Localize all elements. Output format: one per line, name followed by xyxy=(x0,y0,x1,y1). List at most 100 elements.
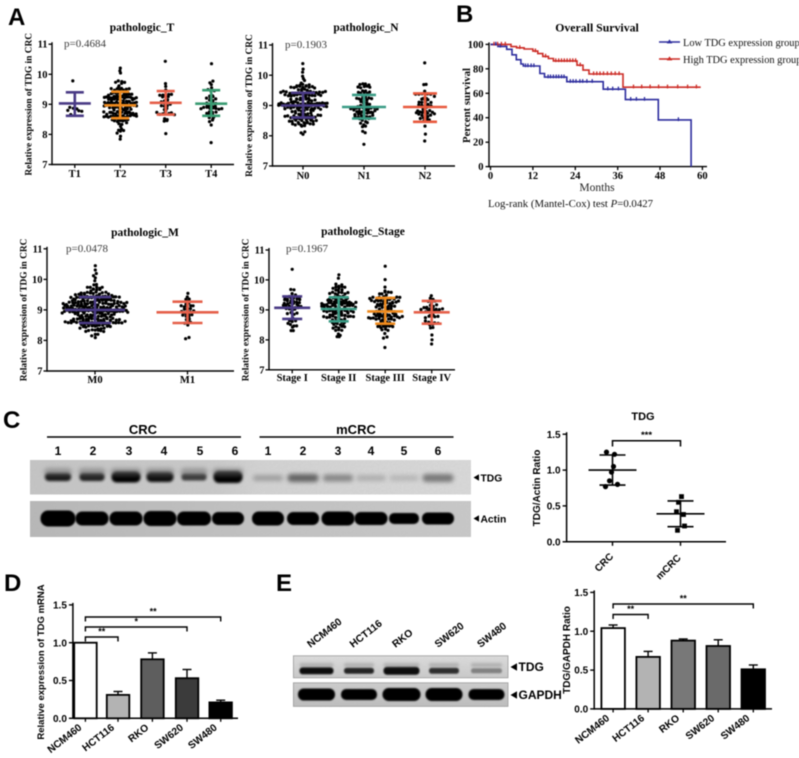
svg-text:D: D xyxy=(4,570,21,597)
svg-text:**: ** xyxy=(627,604,635,614)
svg-text:20: 20 xyxy=(473,138,484,149)
svg-text:80: 80 xyxy=(473,64,484,75)
svg-text:Stage IV: Stage IV xyxy=(412,373,451,384)
svg-text:2: 2 xyxy=(90,444,97,458)
svg-text:10: 10 xyxy=(32,275,43,286)
svg-text:1.0: 1.0 xyxy=(574,627,588,638)
svg-text:1.5: 1.5 xyxy=(53,601,67,612)
svg-text:GAPDH: GAPDH xyxy=(519,688,562,702)
svg-text:2: 2 xyxy=(300,444,307,458)
svg-text:0.5: 0.5 xyxy=(547,502,561,513)
svg-text:11: 11 xyxy=(33,244,43,255)
svg-text:M1: M1 xyxy=(180,375,195,386)
svg-text:3: 3 xyxy=(335,444,342,458)
svg-text:1: 1 xyxy=(55,444,62,458)
svg-text:7: 7 xyxy=(42,160,47,171)
svg-text:T1: T1 xyxy=(69,169,81,180)
svg-text:pathologic_N: pathologic_N xyxy=(333,22,399,34)
svg-text:10: 10 xyxy=(254,275,265,286)
svg-text:B: B xyxy=(456,1,473,28)
svg-text:36: 36 xyxy=(612,171,623,182)
svg-text:Relative expression of TDG in: Relative expression of TDG in CRC xyxy=(20,238,30,381)
svg-text:1.0: 1.0 xyxy=(53,638,67,649)
svg-text:TDG: TDG xyxy=(519,660,544,674)
svg-text:1.5: 1.5 xyxy=(547,430,561,441)
svg-text:8: 8 xyxy=(37,336,42,347)
svg-text:9: 9 xyxy=(263,101,268,112)
svg-text:mCRC: mCRC xyxy=(336,422,376,437)
svg-text:N0: N0 xyxy=(297,171,310,182)
svg-text:6: 6 xyxy=(435,444,442,458)
svg-text:Low TDG expression group: Low TDG expression group xyxy=(683,38,799,49)
svg-text:Relative expression of TDG in: Relative expression of TDG in CRC xyxy=(25,33,35,176)
svg-text:*: * xyxy=(134,617,138,627)
svg-text:T3: T3 xyxy=(160,169,172,180)
svg-text:60: 60 xyxy=(473,89,484,100)
svg-text:E: E xyxy=(276,570,292,597)
svg-text:N1: N1 xyxy=(358,171,371,182)
svg-text:Stage III: Stage III xyxy=(366,373,405,384)
svg-text:60: 60 xyxy=(697,171,708,182)
svg-text:10: 10 xyxy=(258,71,269,82)
svg-text:8: 8 xyxy=(42,130,47,141)
svg-text:11: 11 xyxy=(38,40,48,51)
svg-text:TDG/GAPDH Ratio: TDG/GAPDH Ratio xyxy=(562,606,573,694)
svg-text:Stage II: Stage II xyxy=(321,373,356,384)
svg-text:1.0: 1.0 xyxy=(547,466,561,477)
svg-text:3: 3 xyxy=(126,444,133,458)
svg-text:100: 100 xyxy=(468,40,484,51)
svg-text:**: ** xyxy=(150,607,158,617)
svg-text:C: C xyxy=(3,407,20,434)
svg-text:6: 6 xyxy=(232,444,239,458)
svg-text:TDG/Actin Ratio: TDG/Actin Ratio xyxy=(532,450,543,527)
svg-text:CRC: CRC xyxy=(129,422,158,437)
svg-text:Relative expression of TDG in: Relative expression of TDG in CRC xyxy=(245,34,255,177)
svg-text:TDG: TDG xyxy=(631,411,654,423)
svg-text:10: 10 xyxy=(37,70,48,81)
svg-text:p=0.4684: p=0.4684 xyxy=(64,38,106,50)
svg-text:9: 9 xyxy=(37,305,42,316)
svg-text:8: 8 xyxy=(259,335,264,346)
svg-text:5: 5 xyxy=(401,444,408,458)
svg-text:p=0.0478: p=0.0478 xyxy=(66,243,108,255)
svg-text:7: 7 xyxy=(259,365,264,376)
svg-text:N2: N2 xyxy=(419,171,432,182)
svg-text:1: 1 xyxy=(265,444,272,458)
svg-text:8: 8 xyxy=(263,131,268,142)
svg-text:5: 5 xyxy=(197,444,204,458)
svg-text:0.0: 0.0 xyxy=(547,537,561,548)
svg-text:0: 0 xyxy=(478,162,483,173)
svg-text:Overall Survival: Overall Survival xyxy=(555,21,639,35)
svg-text:4: 4 xyxy=(161,444,168,458)
svg-text:pathologic_Stage: pathologic_Stage xyxy=(321,226,405,238)
svg-text:0.5: 0.5 xyxy=(574,666,588,677)
svg-text:Log-rank (Mantel-Cox) test P=0: Log-rank (Mantel-Cox) test P=0.0427 xyxy=(488,198,654,210)
svg-text:**: ** xyxy=(98,627,106,637)
svg-text:4: 4 xyxy=(368,444,375,458)
svg-text:A: A xyxy=(8,4,25,31)
svg-text:9: 9 xyxy=(259,305,264,316)
svg-text:Actin: Actin xyxy=(481,514,507,525)
svg-text:0.5: 0.5 xyxy=(53,676,67,687)
svg-text:11: 11 xyxy=(255,246,265,257)
svg-text:11: 11 xyxy=(258,41,268,52)
svg-text:0: 0 xyxy=(488,171,493,182)
svg-text:0.0: 0.0 xyxy=(53,714,67,725)
svg-text:Stage I: Stage I xyxy=(277,373,308,384)
svg-text:24: 24 xyxy=(570,171,581,182)
svg-text:Relative expression of TDG in: Relative expression of TDG in CRC xyxy=(242,238,252,381)
svg-text:0.0: 0.0 xyxy=(574,705,588,716)
svg-text:Relative expression of TDG mRN: Relative expression of TDG mRNA xyxy=(36,584,47,739)
svg-text:***: *** xyxy=(641,430,652,441)
svg-text:40: 40 xyxy=(473,113,484,124)
svg-text:7: 7 xyxy=(263,162,268,173)
svg-text:48: 48 xyxy=(655,171,666,182)
svg-text:TDG: TDG xyxy=(481,473,503,484)
svg-text:p=0.1903: p=0.1903 xyxy=(285,39,327,51)
svg-text:T4: T4 xyxy=(205,169,218,180)
svg-text:1.5: 1.5 xyxy=(574,588,588,599)
svg-text:M0: M0 xyxy=(87,375,102,386)
svg-text:Months: Months xyxy=(579,182,615,194)
svg-text:Percent survival: Percent survival xyxy=(461,68,473,143)
svg-text:p=0.1967: p=0.1967 xyxy=(286,243,328,255)
